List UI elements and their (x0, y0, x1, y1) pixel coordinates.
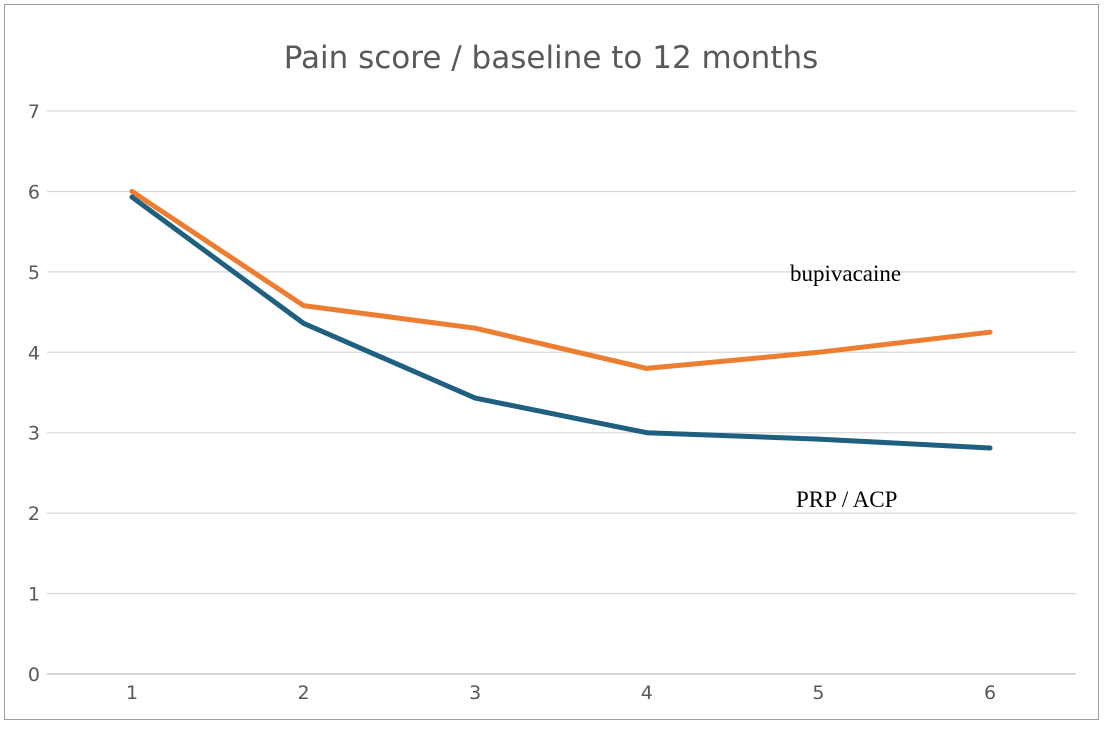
y-tick-label: 7 (28, 101, 40, 123)
y-tick-label: 5 (28, 262, 40, 284)
annotation-bupivacaine: bupivacaine (790, 261, 901, 286)
data-point-prp-acp (987, 445, 993, 451)
x-tick-label: 5 (812, 682, 824, 704)
data-point-bupivacaine (987, 329, 993, 335)
y-tick-label: 3 (28, 423, 40, 445)
data-point-prp-acp (129, 194, 135, 200)
y-axis-ticks: 0 1 2 3 4 5 6 7 (28, 101, 40, 686)
y-tick-label: 1 (28, 584, 40, 606)
x-tick-label: 1 (126, 682, 138, 704)
series-line-prp-acp (129, 194, 993, 451)
gridlines (47, 110, 1076, 675)
data-point-bupivacaine (129, 189, 135, 194)
data-point-bupivacaine (816, 349, 821, 355)
y-tick-label: 2 (28, 503, 40, 525)
data-point-bupivacaine (472, 325, 478, 331)
y-tick-label: 4 (28, 342, 40, 364)
x-tick-label: 2 (298, 682, 310, 704)
x-tick-label: 6 (984, 682, 996, 704)
chart-frame (4, 4, 1099, 720)
data-point-bupivacaine (301, 303, 306, 309)
data-point-prp-acp (816, 436, 821, 442)
chart-title: Pain score / baseline to 12 months (284, 40, 819, 76)
y-tick-label: 0 (28, 664, 40, 686)
x-axis-ticks: 1 2 3 4 5 6 (126, 682, 996, 704)
series-line-bupivacaine (129, 188, 993, 371)
x-tick-label: 4 (641, 682, 653, 704)
data-point-bupivacaine (644, 365, 650, 371)
data-point-prp-acp (644, 430, 650, 436)
series-lines (129, 188, 993, 451)
y-tick-label: 6 (28, 181, 40, 203)
data-point-prp-acp (472, 395, 478, 401)
annotation-prp-acp: PRP / ACP (796, 487, 897, 512)
data-point-prp-acp (301, 320, 306, 326)
x-tick-label: 3 (469, 682, 481, 704)
